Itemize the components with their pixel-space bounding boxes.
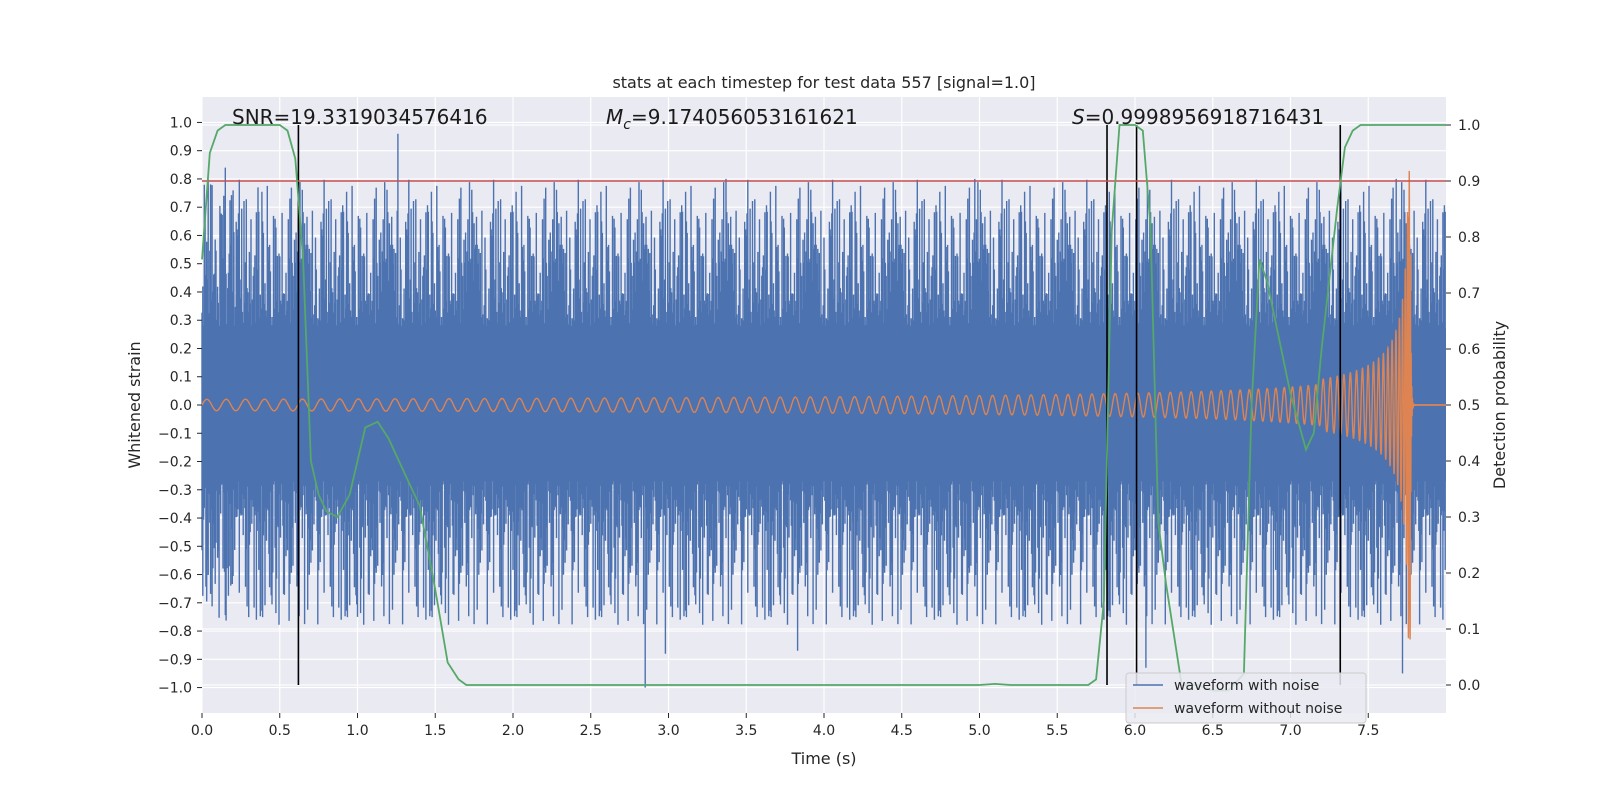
series-detection-probability [201, 124, 1446, 692]
significance-annotation: S=0.9998956918716431 [1072, 105, 1324, 129]
significance-symbol: S [1072, 105, 1085, 129]
chirp-mass-annotation: Mc=9.174056053161621 [606, 105, 858, 133]
x-tick-label: 4.5 [891, 723, 913, 739]
y-tick-label: 1.0 [170, 115, 192, 131]
chart-title: stats at each timestep for test data 557… [612, 73, 1035, 92]
y-tick-label: 0.1 [170, 370, 192, 386]
y-axis-ticks: 1.0 0.9 0.8 0.7 0.6 0.5 0.4 0.3 0.2 0.1 0.0 −0.1 −0.… [158, 115, 202, 697]
chirp-mass-subscript: c [623, 117, 631, 133]
legend-box [1125, 672, 1367, 724]
y2-tick-label: 0.0 [1458, 678, 1480, 694]
x-tick-label: 1.5 [424, 723, 446, 739]
legend-label-noise: waveform with noise [1174, 678, 1319, 694]
y-tick-label: 0.0 [170, 398, 192, 414]
y-tick-label: −0.2 [158, 455, 192, 471]
y-tick-label: −0.4 [158, 511, 192, 527]
y-tick-label: 0.8 [170, 172, 192, 188]
x-tick-label: 2.5 [580, 723, 602, 739]
x-tick-label: 0.0 [191, 723, 213, 739]
y-tick-label: −0.6 [158, 568, 192, 584]
series-waveform-without-noise [201, 170, 1446, 640]
legend: waveform with noise waveform without noi… [1125, 672, 1367, 724]
x-tick-label: 5.5 [1046, 723, 1068, 739]
snr-annotation: SNR=19.3319034576416 [232, 105, 488, 129]
y-tick-label: −0.8 [158, 624, 192, 640]
y-tick-label: −1.0 [158, 681, 192, 697]
legend-label-clean: waveform without noise [1174, 701, 1342, 717]
x-tick-label: 6.5 [1202, 723, 1224, 739]
x-tick-label: 3.5 [735, 723, 757, 739]
y-tick-label: 0.3 [170, 313, 192, 329]
x-tick-label: 1.0 [346, 723, 368, 739]
y2-tick-label: 0.9 [1458, 174, 1480, 190]
x-tick-label: 4.0 [813, 723, 835, 739]
y-tick-label: 0.7 [170, 200, 192, 216]
y-tick-label: 0.4 [170, 285, 192, 301]
y2-axis-ticks: 1.0 0.9 0.8 0.7 0.6 0.5 0.4 0.3 0.2 0.1 0.0 [1446, 118, 1480, 694]
y-tick-label: 0.6 [170, 228, 192, 244]
y2-tick-label: 0.5 [1458, 398, 1480, 414]
y-axis-label: Whitened strain [125, 341, 144, 468]
y-tick-label: 0.2 [170, 341, 192, 357]
chirp-mass-symbol: M [606, 105, 623, 129]
y2-tick-label: 0.6 [1458, 342, 1480, 358]
y-tick-label: −0.1 [158, 426, 192, 442]
y2-tick-label: 0.1 [1458, 622, 1480, 638]
y-tick-label: 0.5 [170, 257, 192, 273]
y2-tick-label: 0.3 [1458, 510, 1480, 526]
y2-tick-label: 0.8 [1458, 230, 1480, 246]
y-tick-label: −0.9 [158, 652, 192, 668]
detection-markers [297, 125, 1342, 685]
x-tick-label: 7.0 [1279, 723, 1301, 739]
x-tick-label: 5.0 [968, 723, 990, 739]
y2-tick-label: 0.2 [1458, 566, 1480, 582]
x-axis-ticks: 0.0 0.5 1.0 1.5 2.0 2.5 3.0 3.5 4.0 4.5 5.0 5.5 6.0 6… [191, 713, 1379, 739]
y2-tick-label: 0.4 [1458, 454, 1480, 470]
y-tick-label: −0.7 [158, 596, 192, 612]
waveform-with-noise-core [202, 328, 1446, 482]
x-axis-label: Time (s) [790, 749, 856, 768]
detection-probability-line [201, 124, 1446, 692]
y2-tick-label: 0.7 [1458, 286, 1480, 302]
y-tick-label: −0.5 [158, 539, 192, 555]
y2-tick-label: 1.0 [1458, 118, 1480, 134]
chirp-mass-value: =9.174056053161621 [631, 105, 858, 129]
y2-axis-label: Detection probability [1490, 321, 1509, 489]
y-tick-label: 0.9 [170, 144, 192, 160]
waveform-without-noise-line [201, 170, 1446, 640]
x-tick-label: 3.0 [657, 723, 679, 739]
x-tick-label: 6.0 [1124, 723, 1146, 739]
significance-value: =0.9998956918716431 [1085, 105, 1324, 129]
x-tick-label: 0.5 [269, 723, 291, 739]
y-tick-label: −0.3 [158, 483, 192, 499]
x-tick-label: 7.5 [1357, 723, 1379, 739]
x-tick-label: 2.0 [502, 723, 524, 739]
